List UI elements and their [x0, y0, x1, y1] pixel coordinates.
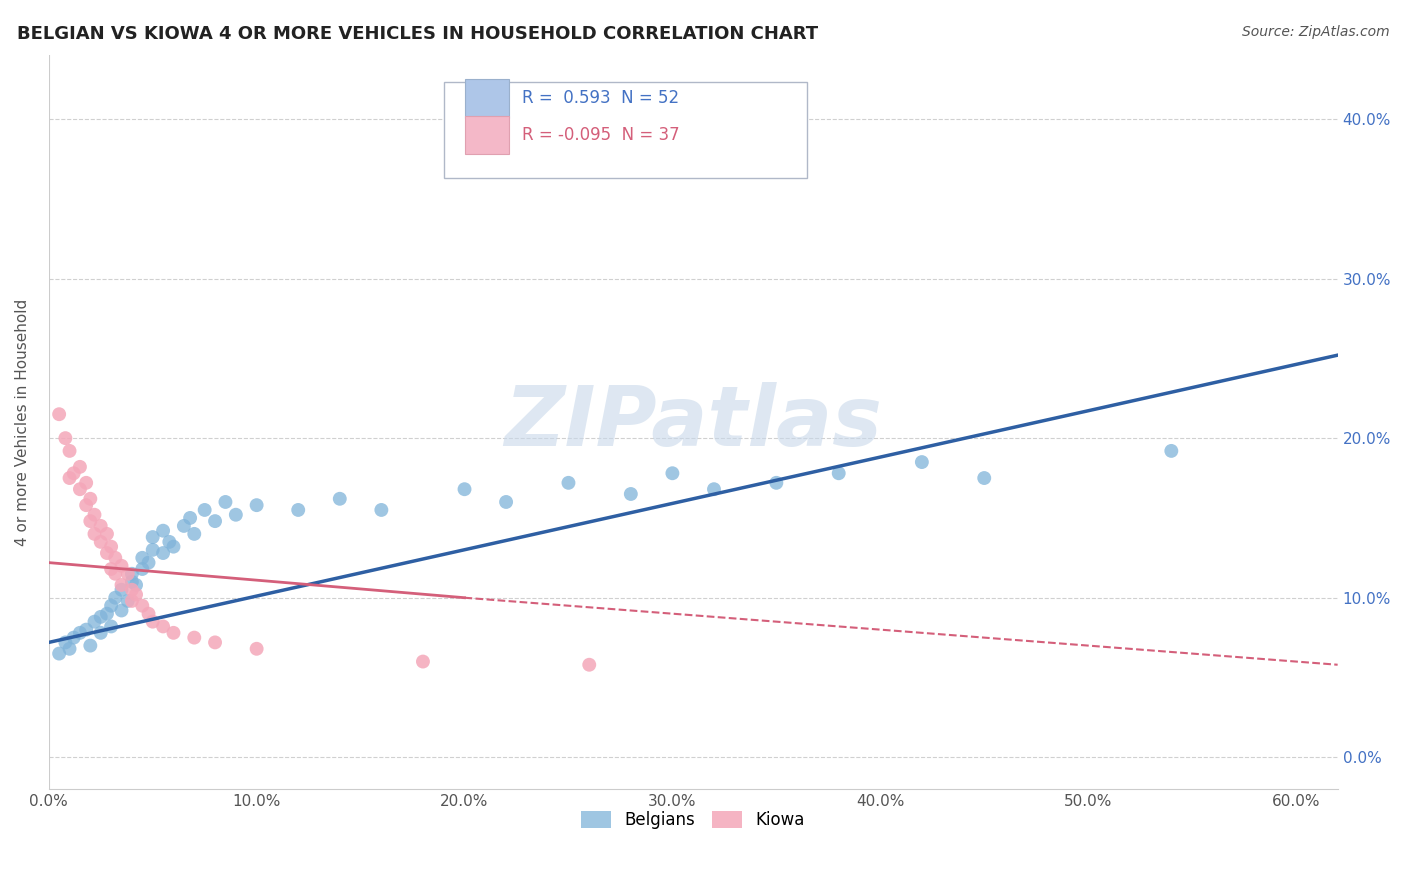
Point [69, 482, 91, 496]
Point [973, 471, 995, 485]
Point [179, 511, 201, 525]
Text: BELGIAN VS KIOWA 4 OR MORE VEHICLES IN HOUSEHOLD CORRELATION CHART: BELGIAN VS KIOWA 4 OR MORE VEHICLES IN H… [17, 25, 818, 43]
Point [162, 540, 184, 554]
Point [183, 527, 205, 541]
Point [75, 623, 97, 637]
Point [75, 498, 97, 512]
FancyBboxPatch shape [465, 116, 509, 154]
Text: Source: ZipAtlas.com: Source: ZipAtlas.com [1241, 25, 1389, 39]
Point [79, 491, 101, 506]
Point [121, 582, 143, 597]
Point [96, 527, 118, 541]
Y-axis label: 4 or more Vehicles in Household: 4 or more Vehicles in Household [15, 299, 30, 546]
Point [557, 475, 579, 490]
Point [100, 599, 122, 613]
Point [121, 574, 143, 589]
Point [110, 603, 132, 617]
Point [69, 625, 91, 640]
Point [412, 655, 434, 669]
Point [83, 615, 105, 629]
Point [329, 491, 352, 506]
Point [703, 482, 725, 496]
Point [173, 519, 195, 533]
Point [131, 599, 153, 613]
Point [246, 641, 269, 656]
Point [162, 625, 184, 640]
Point [152, 546, 174, 560]
Point [75, 475, 97, 490]
Point [142, 542, 165, 557]
Legend: Belgians, Kiowa: Belgians, Kiowa [575, 805, 811, 836]
Point [48, 647, 70, 661]
Point [110, 582, 132, 597]
Point [661, 467, 683, 481]
Point [83, 527, 105, 541]
Point [246, 498, 269, 512]
Point [90, 534, 112, 549]
Point [495, 495, 517, 509]
Point [58, 443, 80, 458]
Point [578, 657, 600, 672]
Point [90, 625, 112, 640]
Point [90, 519, 112, 533]
Text: R =  0.593  N = 52: R = 0.593 N = 52 [522, 89, 679, 107]
Text: ZIPatlas: ZIPatlas [505, 382, 882, 463]
Point [96, 546, 118, 560]
Point [183, 631, 205, 645]
Point [453, 482, 475, 496]
Point [131, 550, 153, 565]
Point [152, 619, 174, 633]
Point [620, 487, 643, 501]
Point [55, 431, 77, 445]
Point [138, 556, 160, 570]
Point [117, 594, 139, 608]
Point [117, 566, 139, 581]
Point [58, 641, 80, 656]
Point [62, 631, 84, 645]
Point [110, 558, 132, 573]
Point [1160, 443, 1182, 458]
Point [104, 566, 127, 581]
Point [121, 566, 143, 581]
Point [58, 471, 80, 485]
Point [131, 562, 153, 576]
Point [765, 475, 787, 490]
Point [100, 540, 122, 554]
Point [911, 455, 934, 469]
Point [204, 514, 226, 528]
Point [138, 607, 160, 621]
Point [104, 550, 127, 565]
Point [370, 503, 392, 517]
Point [125, 588, 148, 602]
Point [96, 607, 118, 621]
Point [100, 562, 122, 576]
Point [69, 459, 91, 474]
Point [152, 524, 174, 538]
Point [83, 508, 105, 522]
Point [125, 578, 148, 592]
Point [48, 407, 70, 421]
Point [79, 639, 101, 653]
Point [214, 495, 236, 509]
Point [79, 514, 101, 528]
Point [62, 467, 84, 481]
Point [100, 619, 122, 633]
Point [90, 610, 112, 624]
FancyBboxPatch shape [465, 79, 509, 118]
Point [121, 594, 143, 608]
Point [194, 503, 217, 517]
Point [157, 534, 180, 549]
Point [142, 530, 165, 544]
Point [55, 635, 77, 649]
Point [225, 508, 247, 522]
Point [287, 503, 309, 517]
Point [142, 615, 165, 629]
Point [110, 578, 132, 592]
FancyBboxPatch shape [444, 82, 807, 178]
Point [828, 467, 851, 481]
Text: R = -0.095  N = 37: R = -0.095 N = 37 [522, 126, 679, 145]
Point [104, 591, 127, 605]
Point [204, 635, 226, 649]
